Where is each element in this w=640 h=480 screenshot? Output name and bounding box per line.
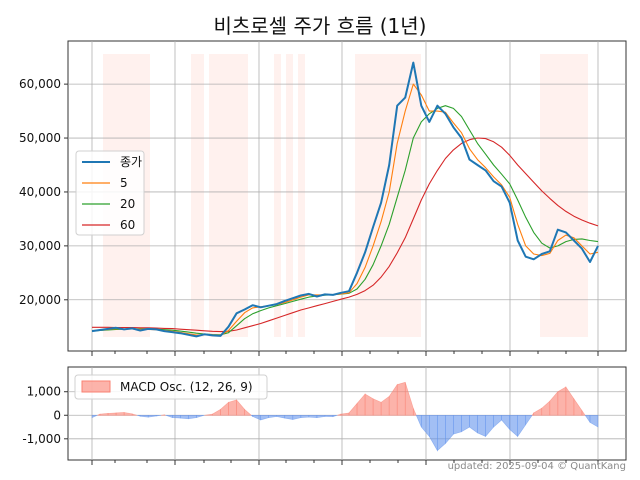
macd-area-negative [155, 414, 162, 417]
footer-note: updated: 2025-09-04 © QuantKang [447, 461, 626, 472]
macd-area-negative [172, 414, 181, 419]
price-x-ticks [91, 351, 599, 356]
macd-legend-label: MACD Osc. (12, 26, 9) [120, 380, 253, 394]
price-legend: 종가 5 20 60 [75, 150, 145, 236]
macd-area-positive [107, 412, 117, 416]
macd-legend-swatch [81, 380, 111, 393]
macd-area-negative [589, 414, 599, 428]
macd-area-negative [308, 414, 318, 418]
legend-label-ma60: 60 [120, 218, 135, 232]
y-tick-label: 60,000 [19, 77, 61, 91]
macd-area-positive [557, 386, 567, 416]
macd-area-negative [180, 414, 189, 420]
macd-area-negative [332, 414, 338, 418]
macd-y-tick-label: 1,000 [27, 385, 61, 399]
macd-area-positive [581, 409, 586, 416]
legend-label-ma5: 5 [120, 176, 128, 190]
macd-area-positive [131, 413, 138, 416]
macd-area-negative [525, 414, 533, 426]
macd-area-positive [115, 412, 125, 416]
macd-area-negative [477, 414, 486, 437]
macd-area-negative [300, 414, 310, 418]
macd-legend-box [74, 374, 268, 400]
price-y-ticks: 20,000 30,000 40,000 50,000 60,000 [19, 77, 68, 307]
macd-area-positive [244, 408, 253, 416]
chart-title: 비츠로셀 주가 흐름 (1년) [213, 14, 427, 38]
macd-area-negative [91, 414, 98, 419]
macd-area-negative [324, 414, 334, 417]
y-tick-label: 30,000 [19, 239, 61, 253]
macd-area-positive [396, 381, 406, 416]
price-legend-box [75, 150, 145, 236]
highlight-band [540, 54, 588, 337]
legend-label-ma20: 20 [120, 197, 135, 211]
macd-y-tick-label: 0 [53, 408, 61, 422]
series-line-close [91, 61, 599, 338]
price-series [91, 61, 599, 338]
macd-area-negative [453, 414, 462, 435]
highlight-band [191, 54, 204, 337]
macd-area-positive [412, 408, 417, 416]
macd-area-positive [228, 399, 237, 416]
highlight-band [298, 54, 305, 337]
highlight-band [274, 54, 281, 337]
macd-area [91, 381, 599, 452]
y-tick-label: 40,000 [19, 185, 61, 199]
macd-x-ticks [91, 460, 599, 465]
macd-y-ticks: -1,000 0 1,000 [22, 385, 68, 446]
series-line-ma60 [92, 137, 599, 333]
highlight-band [286, 54, 293, 337]
macd-panel: -1,000 0 1,000 MACD Osc. (12, 26, 9) [22, 366, 627, 465]
macd-legend: MACD Osc. (12, 26, 9) [74, 374, 268, 400]
y-tick-label: 50,000 [19, 131, 61, 145]
price-panel: 20,000 30,000 40,000 50,000 60,000 종가 5 20 6… [19, 40, 627, 356]
macd-y-tick-label: -1,000 [22, 432, 61, 446]
macd-area-negative [196, 414, 205, 419]
price-panel-frame [67, 40, 627, 352]
highlight-band [209, 54, 248, 337]
y-tick-label: 20,000 [19, 293, 61, 307]
legend-label-close: 종가 [120, 155, 142, 169]
